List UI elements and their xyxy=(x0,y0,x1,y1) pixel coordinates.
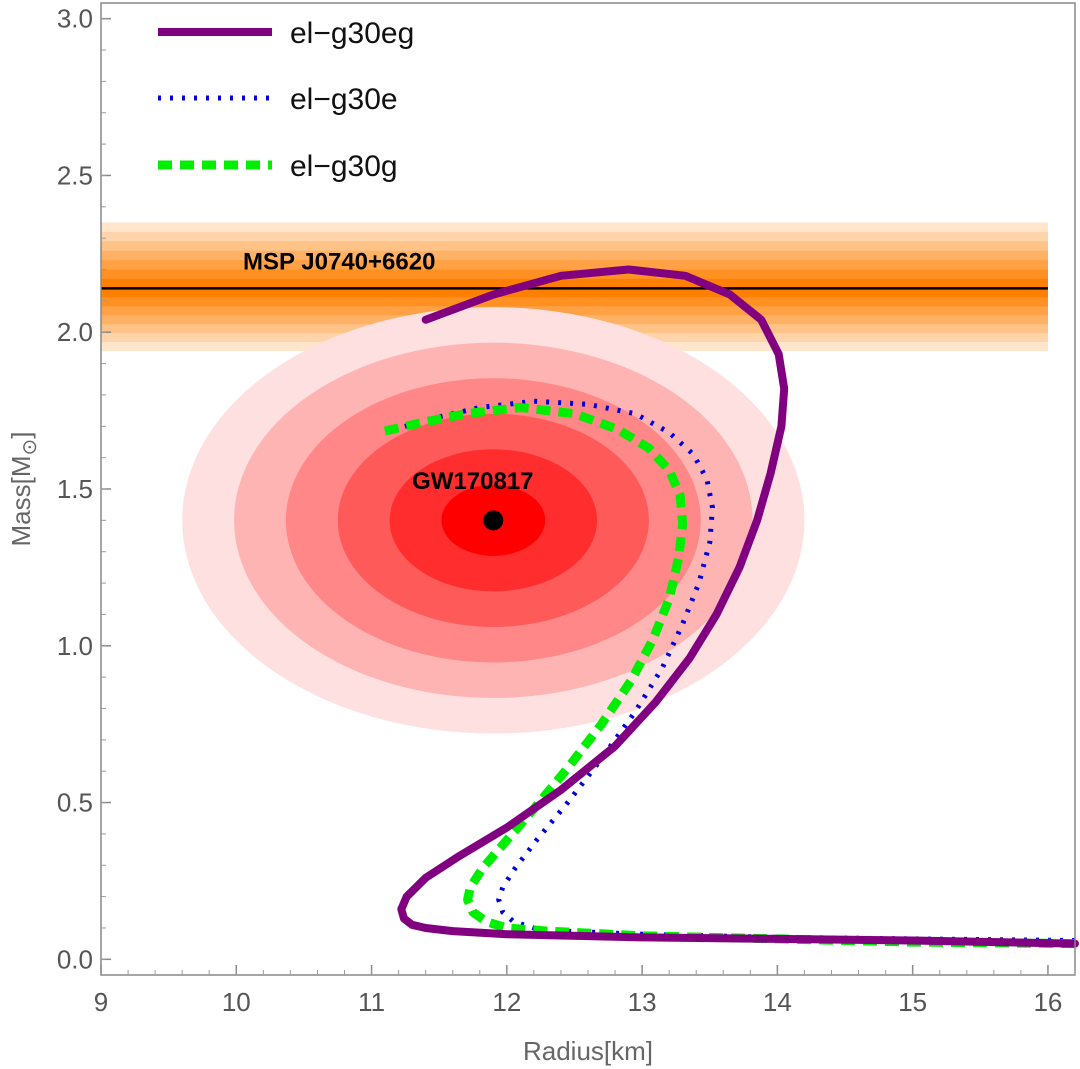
y-axis-label-subscript: ⊙ xyxy=(19,439,41,456)
y-tick-label: 0.0 xyxy=(57,944,93,974)
legend-label-el-g30e: el−g30e xyxy=(290,83,398,116)
x-tick-label: 12 xyxy=(492,987,521,1017)
legend-label-el-g30eg: el−g30eg xyxy=(290,17,414,50)
series-line-el-g30e xyxy=(384,398,1076,943)
gw170817-annotation: GW170817 xyxy=(412,468,533,495)
msp-annotation: MSP J0740+6620 xyxy=(243,249,435,276)
x-tick-label: 16 xyxy=(1033,987,1062,1017)
y-tick-label: 1.5 xyxy=(57,474,93,504)
y-axis-label-close: ] xyxy=(6,432,36,439)
y-tick-label: 2.0 xyxy=(57,317,93,347)
y-tick-label: 0.5 xyxy=(57,788,93,818)
x-tick-label: 11 xyxy=(358,987,385,1017)
legend: el−g30eg el−g30e el−g30g xyxy=(158,17,414,183)
series-line-el-g30eg xyxy=(397,265,1079,948)
axes: 9 10 11 12 13 14 15 16 0.0 0.5 1.0 1.5 2.0 2.5 3.0 xyxy=(57,4,1076,1017)
x-tick-label: 10 xyxy=(222,987,251,1017)
y-tick-label: 2.5 xyxy=(57,160,93,190)
series-lines xyxy=(377,265,1079,949)
y-tick-label: 1.0 xyxy=(57,631,93,661)
x-tick-label: 9 xyxy=(94,987,108,1017)
y-tick-label: 3.0 xyxy=(57,4,93,34)
gw170817-marker xyxy=(483,510,504,531)
series-line-el-g30g xyxy=(377,403,1076,949)
legend-label-el-g30g: el−g30g xyxy=(290,150,398,183)
y-axis-label: Mass[M⊙] xyxy=(6,432,41,547)
x-axis-label: Radius[km] xyxy=(523,1036,653,1066)
y-axis-label-main: Mass[M xyxy=(6,456,36,547)
x-tick-label: 13 xyxy=(628,987,657,1017)
x-tick-label: 14 xyxy=(763,987,792,1017)
x-tick-label: 15 xyxy=(898,987,927,1017)
